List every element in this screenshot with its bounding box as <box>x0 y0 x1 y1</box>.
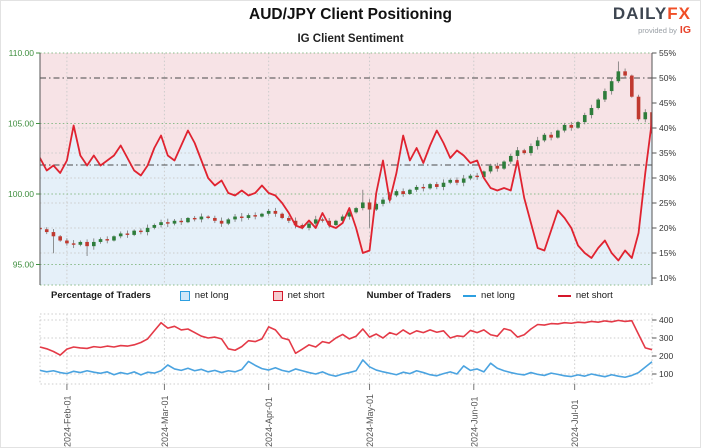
page-title: AUD/JPY Client Positioning <box>249 6 452 23</box>
svg-text:300: 300 <box>659 333 673 343</box>
svg-text:20%: 20% <box>659 223 676 233</box>
legend-num-title: Number of Traders <box>366 290 452 301</box>
svg-text:200: 200 <box>659 351 673 361</box>
legend-pct-title: Percentage of Traders <box>51 290 151 301</box>
net-long-count-line <box>39 359 653 379</box>
net-short-square-icon <box>272 290 283 301</box>
svg-text:25%: 25% <box>659 198 676 208</box>
gridlines <box>40 52 652 384</box>
date-tick-label: 2024-Mar-01 <box>160 395 170 447</box>
chart-subtitle: IG Client Sentiment <box>297 33 404 45</box>
trader-count-panel: 400 300 200 100 <box>39 313 673 385</box>
ig-logo: IG <box>679 24 691 36</box>
logo-provided-by: provided by IG <box>638 24 691 36</box>
candlestick-series <box>40 61 652 257</box>
legend-label-net-long-2: net long <box>481 290 515 301</box>
net-long-line-icon <box>463 294 477 297</box>
svg-text:105.00: 105.00 <box>8 119 34 129</box>
legend-pct-net-short: net short <box>272 290 325 301</box>
date-tick-label: 2024-May-01 <box>365 394 375 447</box>
svg-text:95.00: 95.00 <box>13 260 35 270</box>
legend-label-net-short-2: net short <box>575 290 613 301</box>
svg-text:100.00: 100.00 <box>8 189 34 199</box>
svg-text:45%: 45% <box>659 98 676 108</box>
date-tick-label: 2024-Apr-01 <box>264 397 274 447</box>
date-tick-label: 2024-Jun-01 <box>469 396 479 447</box>
net-short-pct-line <box>40 119 652 262</box>
legend-pct-net-long: net long <box>179 290 229 301</box>
dailyfx-logo-wordmark: DAILYFX <box>613 5 691 22</box>
legend-num-net-short: net short <box>557 290 613 301</box>
svg-text:100: 100 <box>659 369 673 379</box>
svg-text:30%: 30% <box>659 173 676 183</box>
pct-axis: 55% 50% 45% 40% 35% 30% 25% 20% 15% 10% <box>651 48 676 285</box>
net-long-square-icon <box>179 290 190 301</box>
svg-text:50%: 50% <box>659 73 676 83</box>
svg-text:55%: 55% <box>659 48 676 58</box>
date-axis: 2024-Feb-01 2024-Mar-01 2024-Apr-01 2024-Ma… <box>62 384 580 447</box>
svg-text:110.00: 110.00 <box>9 48 35 58</box>
plot-background <box>40 53 652 285</box>
logo-brand-accent: FX <box>667 4 691 23</box>
chart-legend: Percentage of Traders net long net short… <box>0 287 701 304</box>
legend-label-net-long: net long <box>194 290 229 301</box>
net-short-line-icon <box>557 294 571 297</box>
reference-lines <box>40 77 652 166</box>
svg-text:35%: 35% <box>659 148 676 158</box>
price-axis: 110.00 105.00 100.00 95.00 <box>8 48 41 285</box>
svg-text:40%: 40% <box>659 123 676 133</box>
date-tick-label: 2024-Feb-01 <box>62 395 72 447</box>
date-tick-label: 2024-Jul-01 <box>570 399 580 447</box>
dailyfx-logo: DAILYFX provided by IG <box>613 5 691 36</box>
svg-text:400: 400 <box>659 315 673 325</box>
svg-text:10%: 10% <box>659 273 676 283</box>
logo-brand: DAILY <box>612 4 668 23</box>
net-short-count-line <box>39 319 653 356</box>
svg-text:15%: 15% <box>659 248 676 258</box>
legend-num-net-long: net long <box>463 290 515 301</box>
legend-label-net-short: net short <box>287 290 325 301</box>
